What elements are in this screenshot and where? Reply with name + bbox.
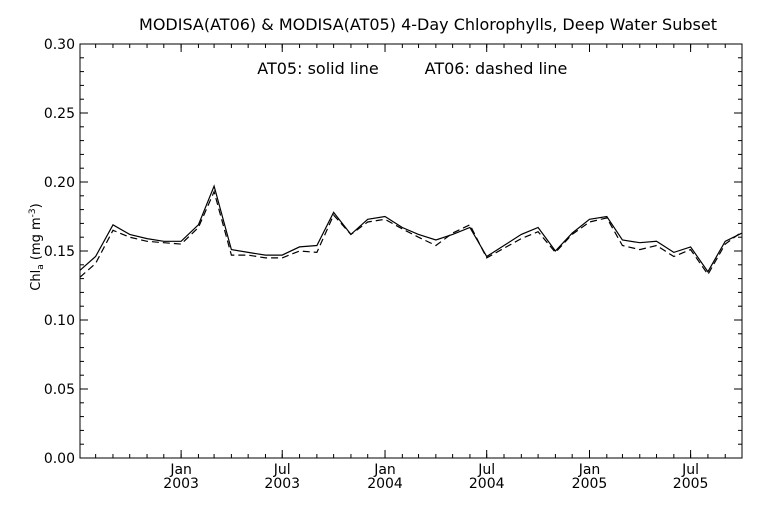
y-tick-label: 0.05	[44, 382, 75, 398]
x-tick-label-month: Jan	[373, 462, 396, 478]
y-axis-label-units: (mg m	[29, 217, 44, 264]
y-axis-label-main: Chl	[29, 270, 44, 291]
x-tick-label-month: Jul	[681, 462, 699, 478]
y-axis: 0.00 0.05 0.10 0.15 0.20 0.25 0.30	[44, 37, 742, 467]
x-tick-label-year: 2005	[572, 476, 608, 492]
y-axis-label-subscript: a	[36, 264, 46, 270]
y-tick-label: 0.10	[44, 313, 75, 329]
y-axis-label: Chla (mg m-3)	[28, 203, 46, 290]
series-layer	[79, 184, 743, 278]
annotation-dashed: AT06: dashed line	[425, 59, 568, 78]
y-axis-label-superscript: -3	[28, 208, 38, 217]
series-line-at06	[79, 189, 743, 278]
y-tick-label: 0.20	[44, 175, 75, 191]
x-tick-label-year: 2003	[264, 476, 300, 492]
x-tick-label-year: 2004	[469, 476, 505, 492]
x-tick-label-month: Jul	[273, 462, 291, 478]
x-tick-label-year: 2005	[673, 476, 709, 492]
plot-frame	[79, 43, 743, 459]
y-axis-label-close: )	[29, 203, 44, 208]
x-axis: Jan2003Jul2003Jan2004Jul2004Jan2005Jul20…	[95, 44, 743, 492]
x-tick-label-month: Jul	[477, 462, 495, 478]
y-tick-label: 0.00	[44, 451, 75, 467]
x-tick-label-year: 2003	[163, 476, 199, 492]
chart-title: MODISA(AT06) & MODISA(AT05) 4-Day Chloro…	[139, 15, 717, 34]
y-tick-label: 0.25	[44, 106, 75, 122]
annotation-solid: AT05: solid line	[257, 59, 378, 78]
x-tick-label-month: Jan	[578, 462, 601, 478]
y-tick-label: 0.30	[44, 37, 75, 53]
x-tick-label-year: 2004	[367, 476, 403, 492]
series-line-at05	[79, 184, 743, 273]
x-tick-label-month: Jan	[169, 462, 192, 478]
y-tick-label: 0.15	[44, 244, 75, 260]
